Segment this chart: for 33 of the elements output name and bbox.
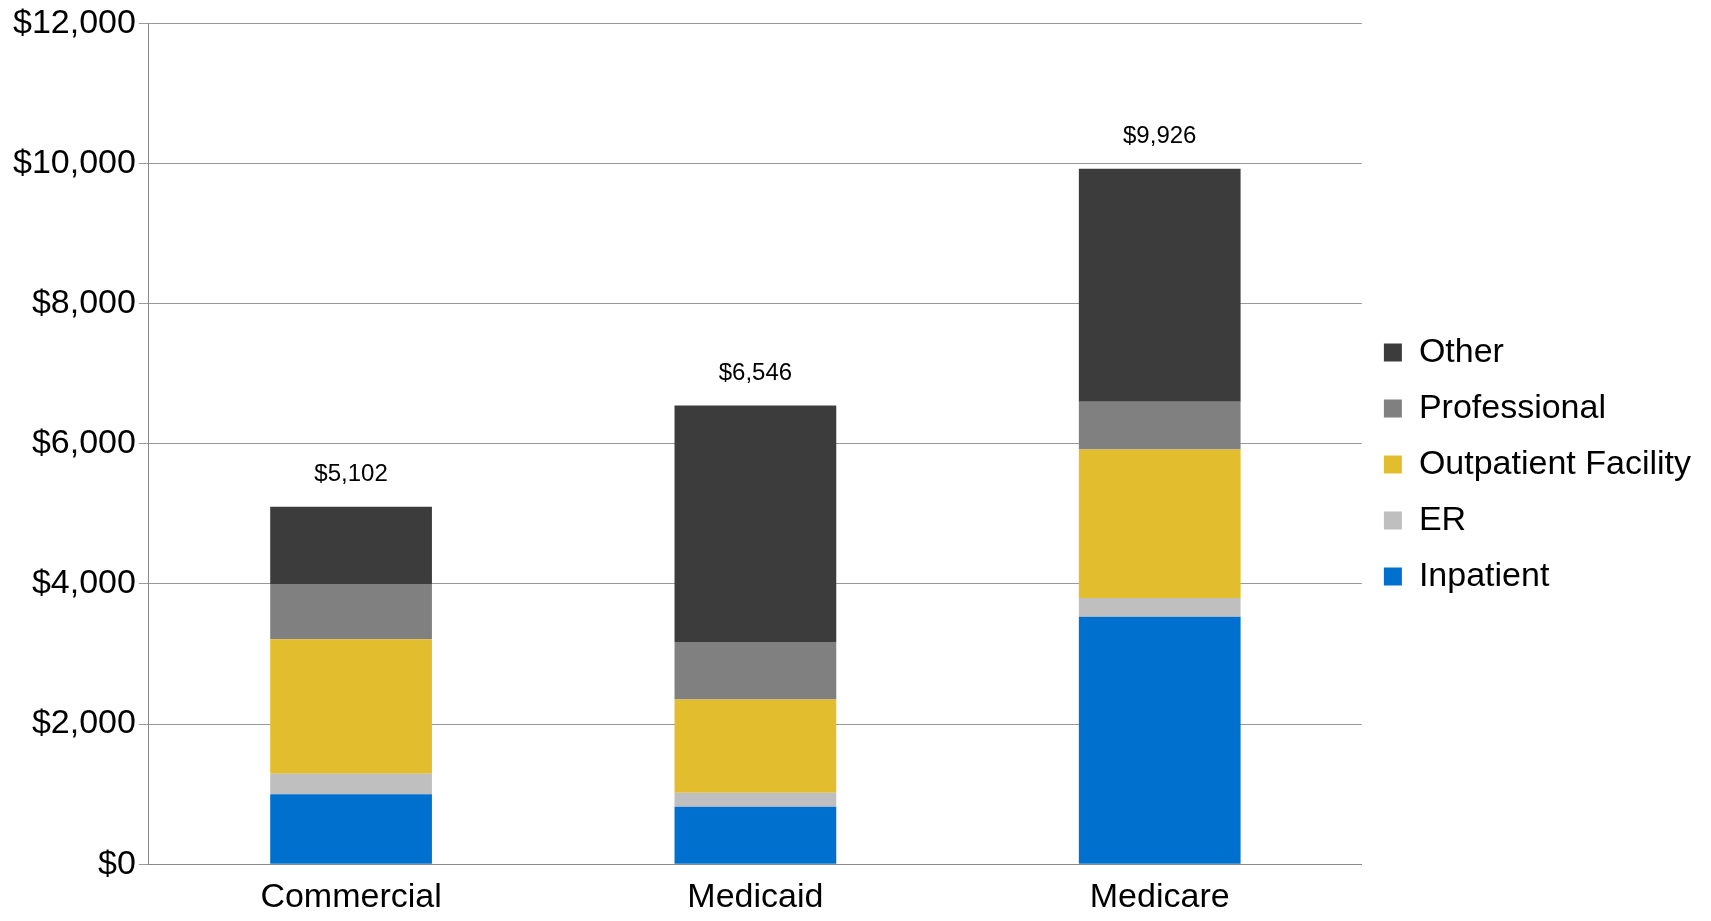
y-tick-label: $12,000 [13,1,136,40]
y-tick-label: $0 [98,842,136,881]
total-label: $9,926 [1123,121,1197,149]
bar [674,642,837,700]
bar [1078,401,1241,450]
x-tick-label: Commercial [260,875,442,914]
legend-label: Other [1418,330,1504,369]
bar [1078,597,1241,617]
bar [674,792,837,807]
bar [1078,168,1241,402]
x-tick-label: Medicare [1089,875,1230,914]
total-label: $5,102 [314,459,388,487]
y-tick-label: $8,000 [31,282,136,321]
legend-label: Outpatient Facility [1418,442,1692,481]
legend-label: Inpatient [1418,554,1550,593]
bar [270,506,432,584]
bar [270,583,432,640]
y-tick-label: $4,000 [31,562,136,601]
bar [674,699,837,793]
total-label: $6,546 [718,358,793,386]
y-tick-label: $2,000 [31,702,136,741]
bar [674,405,837,643]
bar [270,794,432,864]
bar [1078,449,1241,598]
bar [270,773,432,795]
legend-label: ER [1418,498,1467,537]
bar [270,639,432,774]
y-tick-label: $10,000 [13,141,136,180]
bar [674,806,837,864]
y-tick-label: $6,000 [31,422,136,461]
legend-label: Professional [1418,386,1606,425]
x-tick-label: Medicaid [687,875,824,914]
bar [1078,616,1241,864]
